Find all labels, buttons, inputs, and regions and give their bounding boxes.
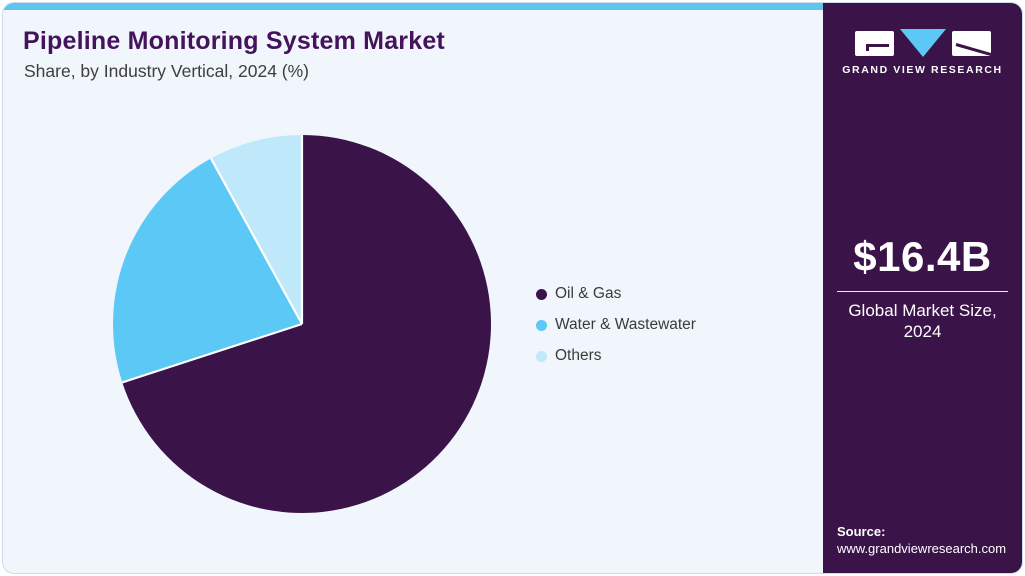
pie-chart-svg [113,135,492,513]
legend-item-oil-gas: Oil & Gas [536,285,696,303]
brand-sidebar: GRAND VIEW RESEARCH $16.4B Global Market… [823,3,1022,573]
market-size-label-line2: 2024 [903,322,942,342]
pie-chart [102,124,502,524]
pie-slice-water-wastewater [113,158,302,383]
legend-label: Oil & Gas [555,285,622,302]
legend-item-others: Others [536,347,696,365]
logo-r-block-icon [951,31,991,56]
gvr-logo-icon [854,29,991,57]
source-label: Source: [837,524,886,539]
pie-slice-separator [121,322,303,384]
market-size-value: $16.4B [853,233,992,280]
pie-slice-separator [209,157,303,325]
market-size-label-line1: Global Market Size, [848,301,997,321]
pie-slice-oil-gas [122,135,492,513]
logo-g-block-icon [854,31,894,56]
legend-dot-icon [536,319,547,331]
pie-slice-others [210,135,302,324]
chart-legend: Oil & Gas Water & Wastewater Others [536,285,696,365]
chart-area: Pipeline Monitoring System Market Share,… [3,3,825,573]
legend-item-water-wastewater: Water & Wastewater [536,316,696,334]
legend-dot-icon [536,288,547,300]
page-title: Pipeline Monitoring System Market [23,27,445,55]
source-block: Source: www.grandviewresearch.com [837,523,1006,557]
market-size-divider [837,291,1008,293]
gvr-logo: GRAND VIEW RESEARCH [823,29,1022,76]
brand-name: GRAND VIEW RESEARCH [842,64,1003,76]
market-size-block: $16.4B Global Market Size, 2024 [823,233,1022,342]
logo-v-triangle-icon [899,29,946,57]
legend-label: Water & Wastewater [555,316,696,333]
top-accent-bar [3,3,825,10]
legend-label: Others [555,347,602,364]
legend-dot-icon [536,350,547,362]
page-subtitle: Share, by Industry Vertical, 2024 (%) [24,61,309,81]
source-url: www.grandviewresearch.com [837,541,1007,556]
